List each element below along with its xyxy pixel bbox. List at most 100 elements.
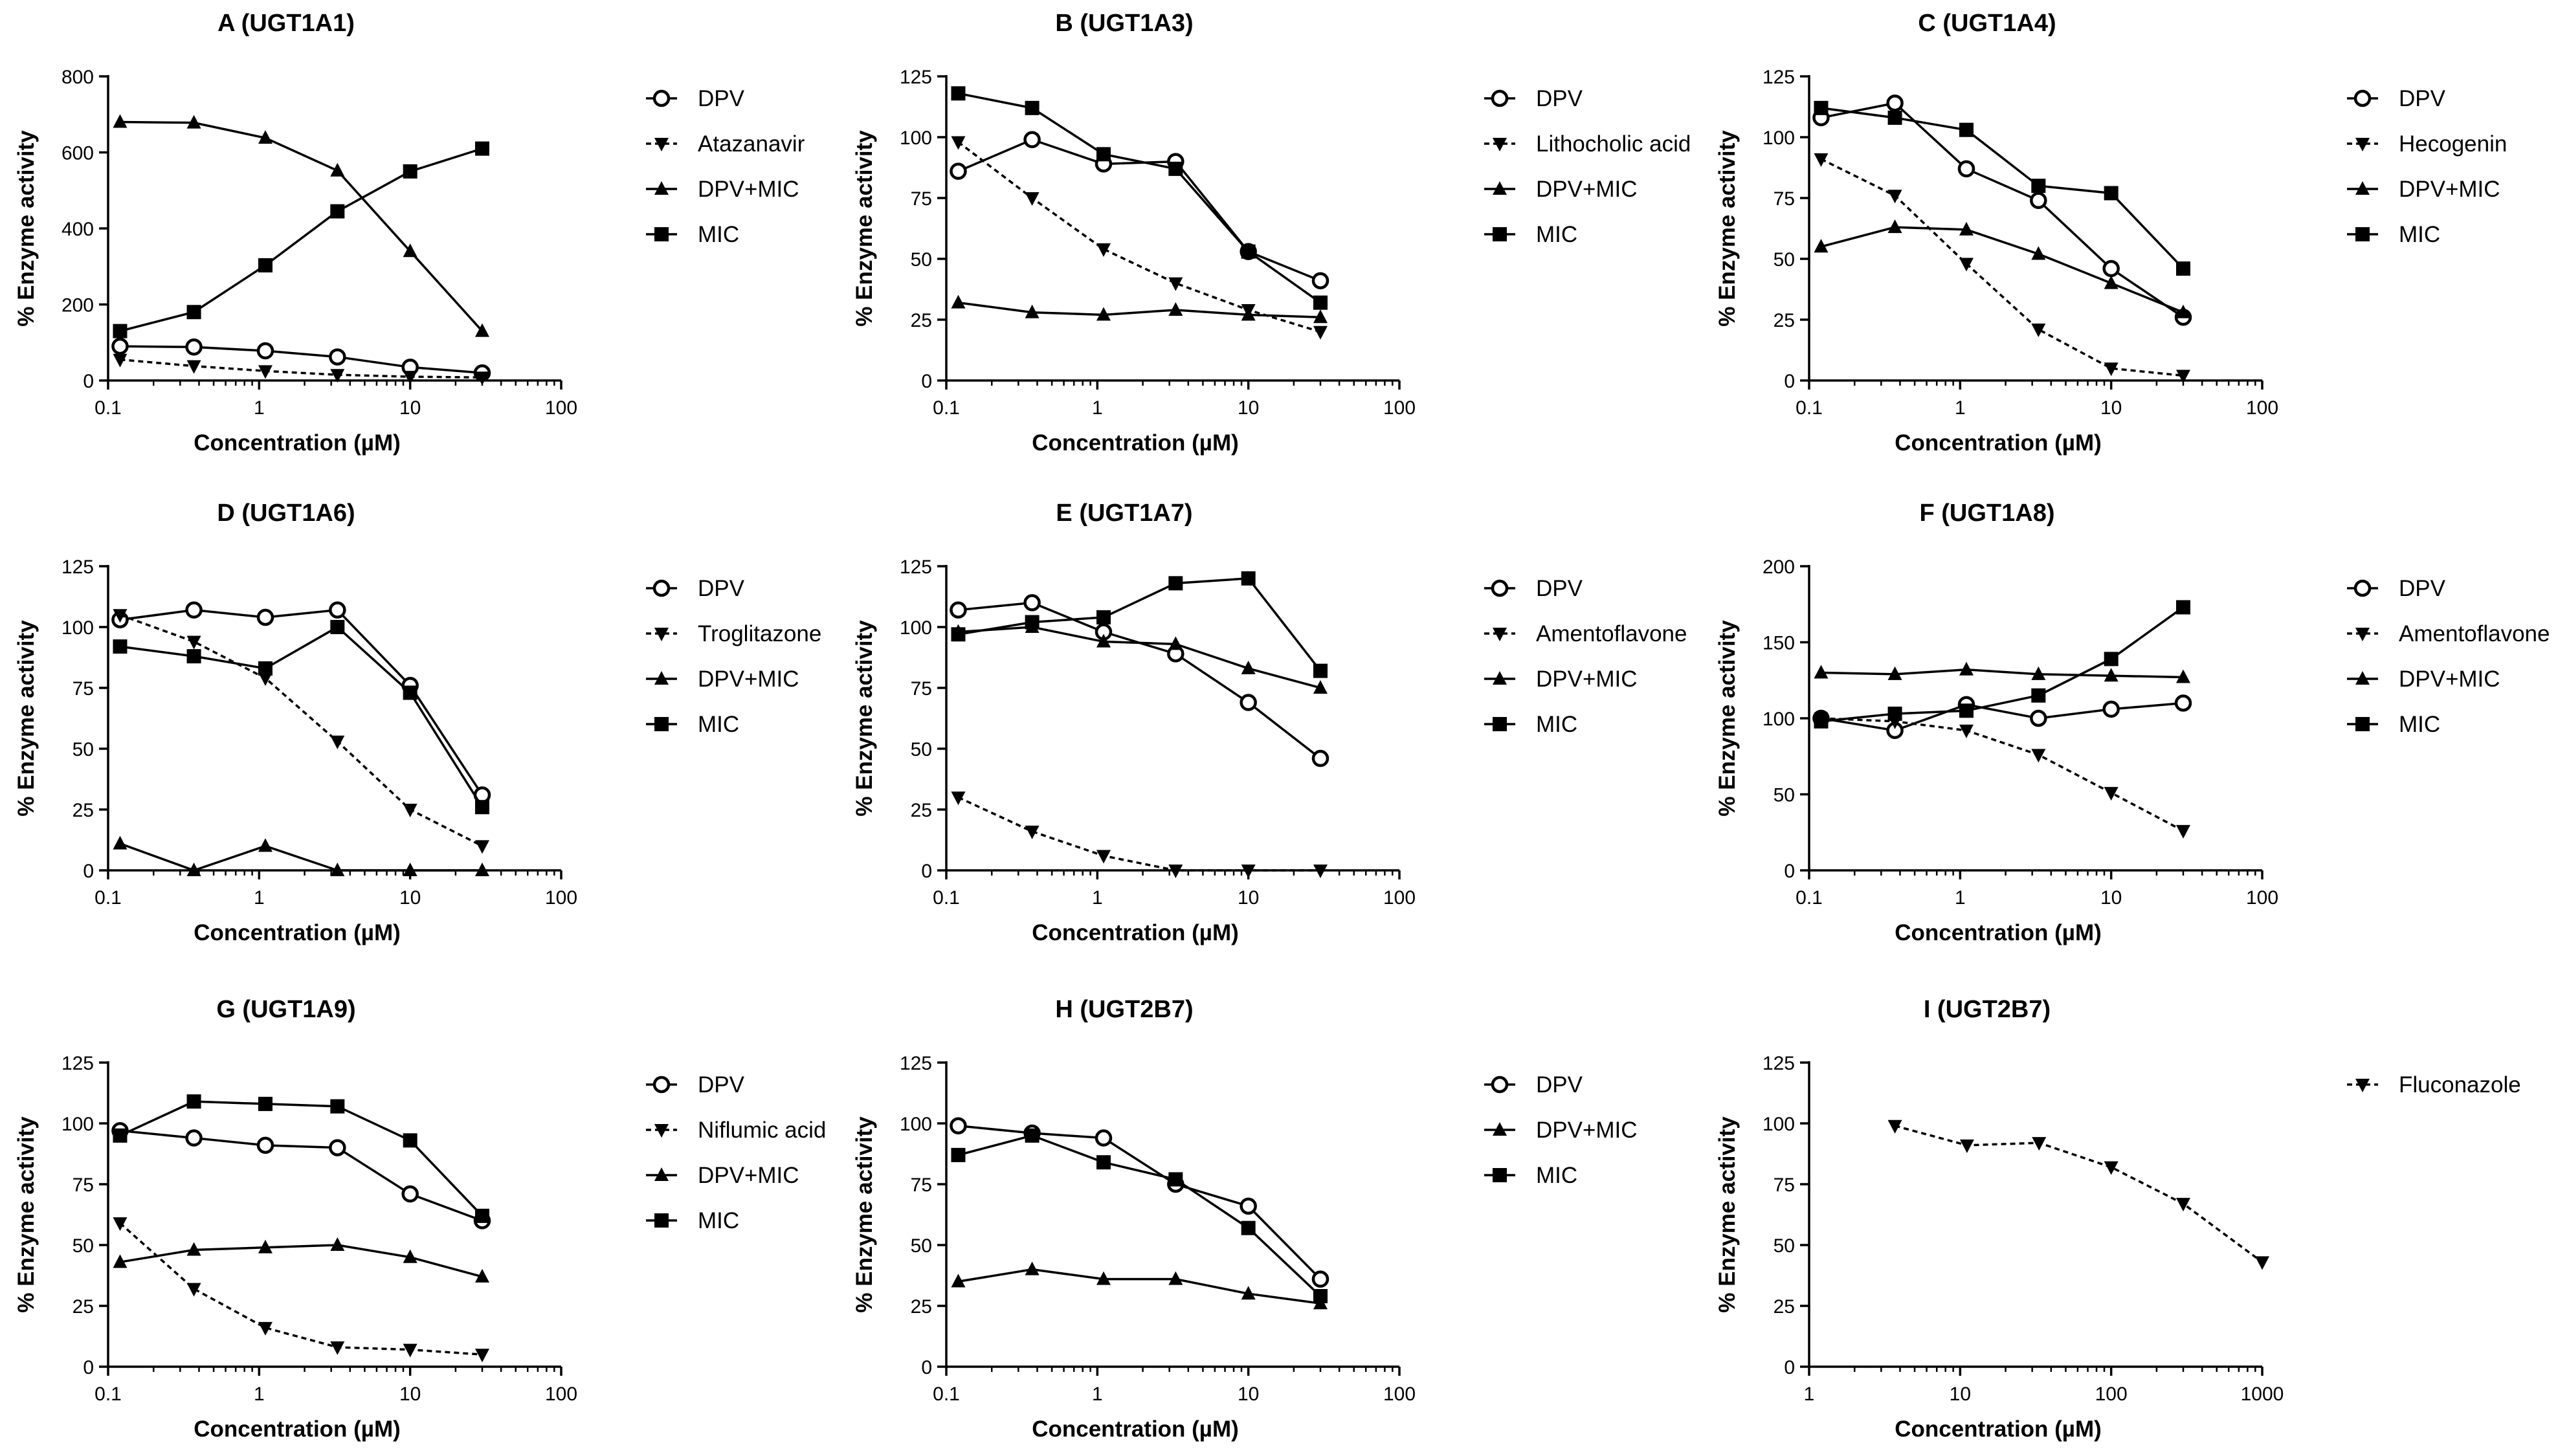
data-point: [1311, 272, 1329, 290]
legend-label: Niflumic acid: [698, 1118, 826, 1143]
legend-label: DPV: [1536, 86, 1583, 111]
y-tick-label: 800: [61, 67, 94, 88]
x-tick-label: 0.1: [95, 397, 122, 419]
legend-marker: [2355, 181, 2370, 195]
legend-marker: [2355, 138, 2370, 151]
data-point: [1313, 865, 1328, 878]
panel-b: B (UGT1A3) 0 25 50 75 100 125 0.1 1 10 100 Concentr…: [852, 10, 1691, 456]
data-point: [330, 1237, 345, 1251]
series-mic: [951, 1128, 1328, 1303]
data-point: [186, 1283, 201, 1297]
data-point: [1241, 1286, 1256, 1300]
series-line: [957, 141, 1321, 333]
y-tick-label: 25: [1774, 310, 1795, 331]
data-point: [403, 1249, 417, 1263]
data-point: [113, 114, 128, 128]
data-point: [256, 1136, 274, 1154]
data-point: [1959, 221, 1974, 236]
series-dpv-plus-mic: [951, 619, 1328, 694]
series-mic: [951, 86, 1328, 310]
x-tick-label: 100: [1383, 397, 1416, 419]
legend-entry-dpv-plus-mic: DPV+MIC: [1484, 177, 1638, 202]
y-tick-label: 50: [911, 739, 932, 760]
series-niflumic-acid: [113, 1217, 489, 1363]
series-troglitazone: [113, 609, 489, 854]
data-point: [1959, 1139, 1974, 1153]
data-point: [1168, 576, 1183, 591]
x-tick-label: 10: [399, 1384, 421, 1405]
legend-entry-dpv-plus-mic: DPV+MIC: [1484, 667, 1638, 692]
series-dpv-plus-mic: [951, 1261, 1328, 1310]
legend-entry-dpv: DPV: [646, 86, 745, 111]
legend-marker: [1493, 138, 1507, 151]
series-line: [120, 1129, 483, 1222]
x-axis-label: Concentration (µM): [1895, 430, 2102, 456]
data-point: [258, 365, 272, 379]
data-point: [1241, 865, 1256, 878]
x-tick-label: 10: [1238, 887, 1259, 909]
data-point: [474, 323, 489, 337]
data-point: [1887, 219, 1902, 234]
legend-marker: [1493, 181, 1507, 195]
x-tick-label: 100: [545, 397, 577, 419]
y-tick-label: 50: [1774, 1235, 1795, 1257]
data-point: [113, 1128, 128, 1143]
data-point: [185, 1129, 203, 1147]
y-tick-label: 50: [72, 739, 94, 760]
data-point: [2030, 709, 2047, 727]
panel-title: E (UGT1A7): [1056, 500, 1192, 527]
data-point: [474, 800, 489, 815]
legend-marker: [1493, 671, 1507, 685]
data-point: [1168, 1172, 1183, 1187]
panel-h: H (UGT2B7) 0 25 50 75 100 125 0.1 1 10 100 Concentr…: [852, 996, 1638, 1442]
x-tick-label: 0.1: [933, 887, 960, 909]
legend-entry-dpv: DPV: [1484, 576, 1583, 601]
legend-marker: [1493, 1168, 1507, 1182]
data-point: [2175, 304, 2190, 318]
data-point: [330, 162, 345, 177]
legend-label: DPV+MIC: [1536, 667, 1638, 692]
legend-entry-mic: MIC: [1484, 222, 1577, 247]
data-point: [951, 86, 966, 101]
legend-marker: [2353, 89, 2372, 107]
series-line: [119, 1100, 484, 1217]
series-line: [1820, 158, 2184, 377]
legend-label: DPV+MIC: [1536, 177, 1638, 202]
panel-title: D (UGT1A6): [217, 500, 355, 527]
series-fluconazole: [1887, 1120, 2269, 1270]
legend-label: MIC: [2399, 712, 2440, 737]
series-line: [1821, 717, 2184, 832]
legend-label: MIC: [1536, 712, 1577, 737]
series-dpv: [111, 1122, 491, 1230]
data-point: [474, 840, 489, 854]
data-point: [1096, 147, 1111, 162]
series-line: [957, 138, 1321, 282]
data-point: [1959, 122, 1974, 137]
legend-entry-amentoflavone: Amentoflavone: [2347, 621, 2550, 646]
data-point: [1886, 94, 1904, 112]
data-point: [186, 115, 201, 129]
series-mic: [113, 620, 489, 815]
legend-entry-hecogenin: Hecogenin: [2347, 131, 2507, 157]
x-tick-label: 1: [1955, 397, 1966, 419]
series-line: [1895, 1125, 2263, 1263]
y-tick-label: 50: [911, 1235, 932, 1257]
data-point: [1025, 825, 1040, 839]
legend-marker: [1493, 227, 1507, 241]
y-tick-label: 75: [911, 1175, 932, 1196]
x-tick-label: 100: [1383, 1384, 1416, 1405]
legend-entry-dpv-plus-mic: DPV+MIC: [646, 667, 799, 692]
data-point: [403, 685, 417, 700]
series-dpv-plus-mic: [1814, 661, 2190, 683]
legend-marker: [652, 1075, 671, 1094]
data-point: [2031, 688, 2046, 703]
data-point: [2175, 1198, 2190, 1212]
data-point: [2102, 700, 2120, 718]
y-tick-label: 0: [921, 861, 932, 882]
legend-marker: [654, 717, 669, 731]
x-axis-label: Concentration (µM): [194, 1417, 401, 1442]
x-tick-label: 0.1: [95, 1384, 122, 1405]
panel-e: E (UGT1A7) 0 25 50 75 100 125 0.1 1 10 100 Concentr…: [852, 500, 1687, 945]
legend-label: MIC: [1536, 222, 1577, 247]
legend-label: Troglitazone: [698, 621, 821, 646]
